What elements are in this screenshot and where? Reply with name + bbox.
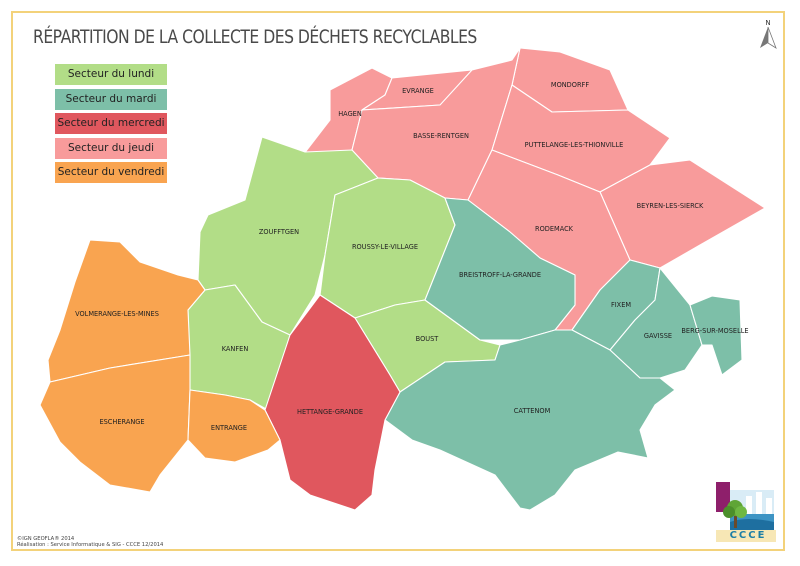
ccce-logo-icon [716, 482, 776, 542]
legend-item-jeudi: Secteur du jeudi [55, 137, 167, 159]
label-gavisse: GAVISSE [644, 332, 672, 340]
legend: Secteur du lundi Secteur du mardi Secteu… [55, 64, 167, 187]
label-breistroff-la-grande: BREISTROFF-LA-GRANDE [459, 271, 541, 279]
label-entrange: ENTRANGE [211, 424, 247, 432]
credits-line-2: Réalisation : Service Informatique & SIG… [17, 542, 164, 549]
label-hagen: HAGEN [338, 110, 362, 118]
label-puttelange-les-thionville: PUTTELANGE-LES-THIONVILLE [525, 141, 624, 149]
map-frame [11, 11, 785, 551]
north-label: N [765, 19, 770, 27]
legend-item-mercredi: Secteur du mercredi [55, 113, 167, 134]
commune-volmerange-les-mines [47, 239, 206, 383]
map-title: RÉPARTITION DE LA COLLECTE DES DÉCHETS R… [33, 26, 477, 48]
commune-cattenom [384, 329, 676, 511]
label-boust: BOUST [416, 335, 440, 343]
label-basse-rentgen: BASSE-RENTGEN [413, 132, 469, 140]
label-mondorff: MONDORFF [551, 81, 589, 89]
ccce-logo-text: CCCE [729, 530, 767, 541]
label-hettange-grande: HETTANGE-GRANDE [297, 408, 363, 416]
legend-item-lundi: Secteur du lundi [55, 64, 167, 85]
legend-item-mardi: Secteur du mardi [55, 88, 167, 110]
credits-line-1: ©IGN GEOFLA® 2014 [17, 536, 75, 542]
legend-item-vendredi: Secteur du vendredi [55, 162, 167, 183]
label-volmerange-les-mines: VOLMERANGE-LES-MINES [75, 310, 159, 318]
commune-berg-sur-moselle [689, 295, 743, 376]
label-rodemack: RODEMACK [535, 225, 574, 233]
commune-breistroff-la-grande [424, 197, 576, 341]
label-evrange: EVRANGE [402, 87, 434, 95]
commune-entrange [187, 389, 281, 463]
label-fixem: FIXEM [611, 301, 631, 309]
label-kanfen: KANFEN [222, 345, 249, 353]
label-escherange: ESCHERANGE [99, 418, 144, 426]
label-zoufftgen: ZOUFFTGEN [259, 228, 299, 236]
credits: ©IGN GEOFLA® 2014 Réalisation : Service … [17, 536, 163, 548]
label-cattenom: CATTENOM [514, 407, 551, 415]
label-berg-sur-moselle: BERG-SUR-MOSELLE [681, 327, 748, 335]
label-roussy-le-village: ROUSSY-LE-VILLAGE [352, 243, 418, 251]
north-arrow-icon: N [760, 19, 777, 49]
label-beyren-les-sierck: BEYREN-LES-SIERCK [637, 202, 704, 210]
commune-escherange [39, 354, 191, 493]
